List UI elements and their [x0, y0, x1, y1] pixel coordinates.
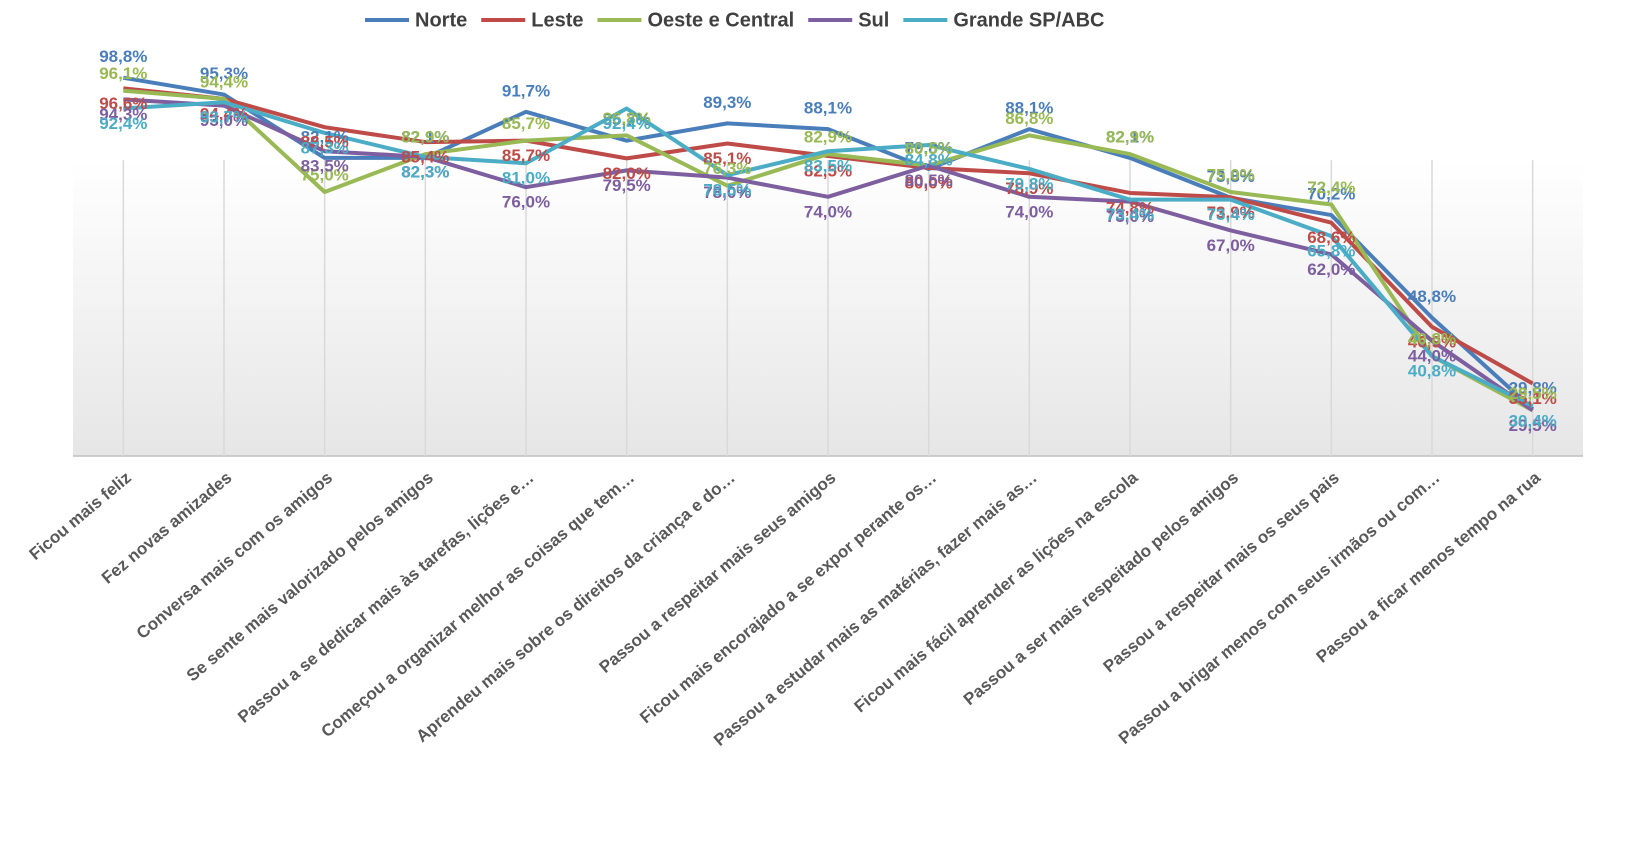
data-label: 82,5%: [804, 161, 852, 180]
data-label: 82,0%: [603, 164, 651, 183]
data-label: 83,5%: [301, 157, 349, 176]
data-label: 82,1%: [401, 127, 449, 146]
data-label: 78,5%: [703, 181, 751, 200]
data-label: 94,3%: [99, 105, 147, 124]
data-label: 79,8%: [1005, 174, 1053, 193]
data-label: 72,4%: [1307, 178, 1355, 197]
series-line: [123, 100, 1534, 408]
data-label: 82,9%: [804, 128, 852, 147]
data-label: 83,5%: [804, 157, 852, 176]
data-label: 76,0%: [502, 193, 550, 212]
x-tick-label: Conversa mais com os amigos: [133, 468, 336, 643]
data-label: 93,0%: [200, 111, 248, 130]
data-label: 73,4%: [1106, 205, 1154, 224]
data-label: 88,1%: [804, 99, 852, 118]
legend-label: Grande SP/ABC: [953, 9, 1104, 31]
data-label: 67,0%: [1207, 236, 1255, 255]
data-label: 74,0%: [1005, 202, 1053, 221]
data-label: 96,6%: [99, 94, 147, 113]
data-label: 79,8%: [905, 138, 953, 157]
data-label: 79,5%: [603, 176, 651, 195]
data-label: 82,3%: [401, 162, 449, 181]
data-label: 78,0%: [703, 183, 751, 202]
data-label: 86,8%: [1005, 109, 1053, 128]
data-label: 85,7%: [603, 110, 651, 129]
data-label: 85,7%: [502, 114, 550, 133]
data-label: 48,8%: [1408, 287, 1456, 306]
data-label: 74,0%: [804, 202, 852, 221]
legend-label: Sul: [858, 9, 889, 31]
data-label: 81,0%: [502, 169, 550, 188]
data-label: 29,5%: [1509, 384, 1557, 403]
data-label: 87,3%: [301, 138, 349, 157]
data-label: 96,1%: [99, 64, 147, 83]
data-label: 80,0%: [905, 173, 953, 192]
data-label: 44,0%: [1408, 346, 1456, 365]
series-line: [123, 97, 1534, 413]
data-label: 82,1%: [301, 127, 349, 146]
data-label: 91,7%: [502, 81, 550, 100]
data-label: 93,7%: [200, 108, 248, 127]
data-label: 82,9%: [1106, 128, 1154, 147]
data-label: 75,0%: [301, 165, 349, 184]
data-label: 80,5%: [905, 171, 953, 190]
series-line: [123, 75, 1535, 411]
x-tick-label: Ficou mais feliz: [26, 468, 135, 564]
series-line: [123, 88, 1534, 413]
data-label: 68,6%: [1307, 228, 1355, 247]
legend-label: Leste: [531, 9, 583, 31]
data-label: 80,5%: [905, 139, 953, 158]
data-label: 65,8%: [1307, 242, 1355, 261]
data-label: 73,4%: [1207, 205, 1255, 224]
data-label: 30,4%: [1509, 412, 1557, 431]
data-label: 74,8%: [1106, 198, 1154, 217]
data-label: 88,1%: [1005, 99, 1053, 118]
data-label: 92,4%: [603, 114, 651, 133]
data-label: 85,4%: [401, 148, 449, 167]
data-label: 94,4%: [200, 72, 248, 91]
data-label: 88,5%: [301, 133, 349, 152]
data-label: 82,3%: [401, 162, 449, 181]
data-label: 86,8%: [603, 109, 651, 128]
data-label: 40,8%: [1408, 330, 1456, 349]
data-label: 92,4%: [99, 114, 147, 133]
data-label: 40,8%: [1408, 362, 1456, 381]
data-label: 75,0%: [1207, 165, 1255, 184]
data-label: 76,3%: [703, 159, 751, 178]
data-label: 73,0%: [1106, 207, 1154, 226]
data-label: 85,1%: [703, 149, 751, 168]
data-label: 94,4%: [200, 104, 248, 123]
data-label: 29,8%: [1509, 378, 1557, 397]
data-label: 78,9%: [1005, 179, 1053, 198]
data-label: 89,3%: [703, 93, 751, 112]
data-label: 29,5%: [1509, 416, 1557, 435]
data-label: 82,1%: [1106, 127, 1154, 146]
legend-label: Norte: [415, 9, 467, 31]
data-label: 73,8%: [1207, 167, 1255, 186]
data-label: 98,8%: [99, 47, 147, 66]
data-label: 95,3%: [200, 64, 248, 83]
data-label: 85,7%: [502, 146, 550, 165]
data-label: 46,9%: [1408, 332, 1456, 351]
legend-label: Oeste e Central: [647, 9, 794, 31]
data-label: 82,9%: [401, 128, 449, 147]
data-label: 62,0%: [1307, 260, 1355, 279]
data-label: 73,9%: [1207, 203, 1255, 222]
x-tick-label: Passou a ficar menos tempo na rua: [1313, 468, 1545, 667]
data-label: 70,2%: [1307, 185, 1355, 204]
data-label: 84,8%: [905, 150, 953, 169]
data-label: 35,1%: [1509, 389, 1557, 408]
